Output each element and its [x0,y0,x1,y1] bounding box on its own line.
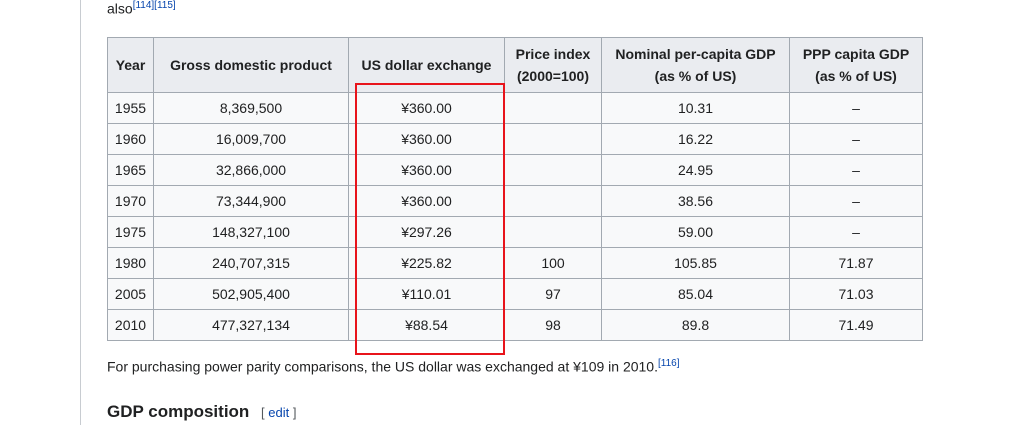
ref-link[interactable]: [116] [657,358,680,369]
table-cell: 477,327,134 [153,309,349,341]
table-cell: 85.04 [601,278,790,310]
table-cell: 97 [504,278,602,310]
heading-text: GDP composition [107,402,250,421]
table-cell: 16.22 [601,123,790,155]
section-heading: GDP composition [ edit ] [107,402,296,422]
table-cell [504,185,602,217]
table-cell [504,92,602,124]
table-cell: ¥360.00 [348,123,505,155]
table-row: 2010 477,327,134 ¥88.54 98 89.8 71.49 [107,309,923,341]
intro: also[114][115] [107,0,176,17]
highlight-box [355,83,505,355]
table-cell [504,154,602,186]
table-cell: 1955 [107,92,154,124]
table-cell: 2010 [107,309,154,341]
table-cell: 1980 [107,247,154,279]
table-cell: 59.00 [601,216,790,248]
table-cell: – [789,185,923,217]
table-cell: ¥88.54 [348,309,505,341]
table-row: 2005 502,905,400 ¥110.01 97 85.04 71.03 [107,278,923,310]
bracket: [ [260,405,265,420]
table-cell [504,123,602,155]
table-cell: 148,327,100 [153,216,349,248]
header-cell: Price index (2000=100) [504,37,602,93]
table-row: 1980 240,707,315 ¥225.82 100 105.85 71.87 [107,247,923,279]
table-cell: 100 [504,247,602,279]
table-cell: 38.56 [601,185,790,217]
table-cell: 71.03 [789,278,923,310]
bracket: ] [292,405,297,420]
table-cell: 32,866,000 [153,154,349,186]
header-cell: Year [107,37,154,93]
table-cell: – [789,154,923,186]
table-cell: 2005 [107,278,154,310]
table-cell: 71.49 [789,309,923,341]
table-cell: 1975 [107,216,154,248]
header-cell: Nominal per-capita GDP (as % of US) [601,37,790,93]
table-cell: 105.85 [601,247,790,279]
table-body: 1955 8,369,500 ¥360.00 10.31–1960 16,009,700… [107,92,923,341]
table-cell: 1970 [107,185,154,217]
table-cell: 89.8 [601,309,790,341]
table-cell: – [789,92,923,124]
table-cell: – [789,216,923,248]
content-border [80,0,81,425]
header-row: Year Gross domestic product US dollar exch… [107,37,923,93]
footnote-text: For purchasing power parity comparisons,… [107,358,658,375]
table-row: 1975 148,327,100 ¥297.26 59.00– [107,216,923,248]
table-row: 1955 8,369,500 ¥360.00 10.31– [107,92,923,124]
table-cell: 502,905,400 [153,278,349,310]
table-row: 1960 16,009,700 ¥360.00 16.22– [107,123,923,155]
table-cell: 10.31 [601,92,790,124]
table-cell [504,216,602,248]
table-cell: – [789,123,923,155]
table-cell: ¥360.00 [348,185,505,217]
table-cell: 98 [504,309,602,341]
table-row: 1970 73,344,900 ¥360.00 38.56– [107,185,923,217]
table-cell: 1965 [107,154,154,186]
header-cell: Gross domestic product [153,37,349,93]
table-cell: ¥225.82 [348,247,505,279]
edit-link[interactable]: edit [268,405,290,420]
footnote: For purchasing power parity comparisons,… [107,358,679,375]
table-cell: 1960 [107,123,154,155]
table-cell: ¥297.26 [348,216,505,248]
table-row: 1965 32,866,000 ¥360.00 24.95– [107,154,923,186]
header-cell: PPP capita GDP (as % of US) [789,37,923,93]
table-cell: 71.87 [789,247,923,279]
table-cell: 8,369,500 [153,92,349,124]
table-cell: 16,009,700 [153,123,349,155]
table-cell: 24.95 [601,154,790,186]
table-cell: 73,344,900 [153,185,349,217]
ref-link[interactable]: [114][115] [132,0,176,11]
intro-text: also [107,0,133,17]
table-cell: 240,707,315 [153,247,349,279]
table-cell: ¥360.00 [348,92,505,124]
data-table: Year Gross domestic product US dollar exch… [107,37,923,341]
